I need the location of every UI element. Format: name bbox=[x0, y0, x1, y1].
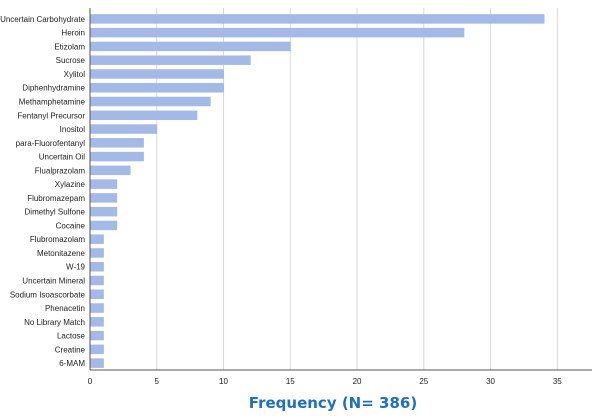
bar bbox=[90, 82, 225, 93]
x-tick-label: 0 bbox=[88, 377, 93, 386]
x-tick-label: 10 bbox=[219, 377, 228, 386]
category-label: Inositol bbox=[60, 125, 86, 134]
bar bbox=[90, 165, 131, 176]
category-label: Sodium Isoascorbate bbox=[10, 290, 86, 299]
category-label: Uncertain Mineral bbox=[22, 277, 85, 286]
category-label: Flubromazolam bbox=[30, 235, 85, 244]
category-label: Etizolam bbox=[54, 42, 85, 51]
category-label: Xylazine bbox=[55, 180, 86, 189]
x-tick-label: 30 bbox=[486, 377, 495, 386]
category-label: Creatine bbox=[55, 345, 86, 354]
bar bbox=[90, 206, 118, 217]
bar bbox=[90, 261, 104, 272]
x-tick-label: 20 bbox=[353, 377, 362, 386]
bar bbox=[90, 220, 118, 231]
bar bbox=[90, 138, 144, 148]
x-tick-label: 35 bbox=[553, 377, 562, 386]
category-label: Diphenhydramine bbox=[22, 84, 85, 93]
category-label: Dimethyl Sulfone bbox=[25, 208, 86, 217]
category-label: No Library Match bbox=[24, 318, 85, 327]
grid-lines bbox=[156, 8, 558, 370]
bar bbox=[90, 234, 104, 244]
bar bbox=[90, 124, 158, 134]
category-label: Lactose bbox=[57, 332, 86, 341]
bar bbox=[90, 179, 118, 189]
category-label: Methamphetamine bbox=[19, 98, 86, 107]
bar bbox=[90, 358, 104, 368]
bar bbox=[90, 55, 251, 65]
category-label: Cocaine bbox=[56, 221, 86, 230]
category-label: W-19 bbox=[66, 263, 86, 272]
category-label: Xylitol bbox=[64, 70, 86, 79]
category-label: Fentanyl Precursor bbox=[17, 111, 85, 120]
bar bbox=[90, 69, 225, 79]
x-tick-label: 15 bbox=[286, 377, 295, 386]
bar bbox=[90, 344, 104, 355]
category-label: para-Fluorofentanyl bbox=[16, 139, 86, 148]
category-label: Flubromazepam bbox=[27, 194, 85, 203]
bar bbox=[90, 248, 104, 258]
x-axis-title: Frequency (N= 386) bbox=[249, 394, 417, 412]
x-tick-label: 25 bbox=[419, 377, 428, 386]
x-tick-label: 5 bbox=[155, 377, 160, 386]
bar bbox=[90, 289, 104, 300]
bar bbox=[90, 110, 198, 121]
bar bbox=[90, 303, 104, 313]
bar bbox=[90, 14, 545, 24]
category-labels: Uncertain Carbohydrate Heroin Etizolam Sucr… bbox=[0, 15, 85, 368]
bar bbox=[90, 151, 144, 162]
bar bbox=[90, 275, 104, 286]
category-label: Metonitazene bbox=[37, 249, 86, 258]
bar bbox=[90, 27, 465, 38]
category-label: Uncertain Oil bbox=[39, 153, 85, 162]
category-label: Heroin bbox=[61, 29, 85, 38]
category-label: Flualprazolam bbox=[35, 166, 86, 175]
category-label: Uncertain Carbohydrate bbox=[0, 15, 85, 24]
x-tick-labels: 0 5 10 15 20 25 30 35 bbox=[88, 377, 563, 386]
category-label: Sucrose bbox=[56, 56, 86, 65]
category-label: 6-MAM bbox=[59, 359, 85, 368]
category-label: Phenacetin bbox=[45, 304, 85, 313]
bar bbox=[90, 41, 291, 52]
bar bbox=[90, 330, 104, 341]
bar bbox=[90, 193, 118, 203]
bar bbox=[90, 317, 104, 327]
bar bbox=[90, 96, 211, 107]
bars-group bbox=[90, 14, 545, 368]
